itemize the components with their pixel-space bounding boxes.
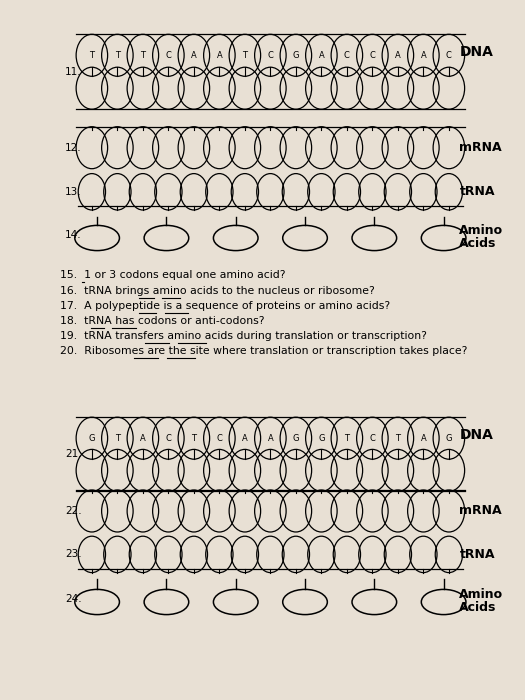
Text: C: C: [370, 434, 375, 442]
Text: 24.: 24.: [65, 594, 81, 603]
Text: Acids: Acids: [459, 601, 497, 614]
Text: G: G: [292, 434, 299, 442]
Text: 19.  tRNA transfers amino acids during translation or transcription?: 19. tRNA transfers amino acids during tr…: [60, 331, 427, 341]
Text: G: G: [292, 51, 299, 60]
Text: 17.  A polypeptide is a sequence of proteins or amino acids?: 17. A polypeptide is a sequence of prote…: [60, 301, 391, 311]
Text: G: G: [446, 434, 452, 442]
Text: A: A: [140, 434, 146, 442]
Text: 20.  Ribosomes are the site where translation or transcription takes place?: 20. Ribosomes are the site where transla…: [60, 346, 468, 356]
Text: C: C: [165, 51, 171, 60]
Text: A: A: [421, 434, 426, 442]
Text: mRNA: mRNA: [459, 505, 502, 517]
Text: C: C: [267, 51, 274, 60]
Text: tRNA: tRNA: [459, 186, 495, 198]
Text: 16.  tRNA brings amino acids to the nucleus or ribosome?: 16. tRNA brings amino acids to the nucle…: [60, 286, 375, 295]
Text: A: A: [319, 51, 324, 60]
Text: A: A: [395, 51, 401, 60]
Text: C: C: [165, 434, 171, 442]
Text: DNA: DNA: [459, 428, 494, 442]
Text: mRNA: mRNA: [459, 141, 502, 154]
Text: T: T: [140, 51, 145, 60]
Text: A: A: [421, 51, 426, 60]
Text: 22.: 22.: [65, 506, 81, 516]
Text: C: C: [216, 434, 222, 442]
Text: 23.: 23.: [65, 550, 81, 559]
Text: C: C: [344, 51, 350, 60]
Text: T: T: [115, 51, 120, 60]
Text: C: C: [446, 51, 452, 60]
Text: 18.  tRNA has codons or anti-codons?: 18. tRNA has codons or anti-codons?: [60, 316, 265, 326]
Text: C: C: [370, 51, 375, 60]
Text: T: T: [192, 434, 196, 442]
Text: T: T: [115, 434, 120, 442]
Text: T: T: [395, 434, 401, 442]
Text: 21.: 21.: [65, 449, 81, 459]
Text: Amino: Amino: [459, 225, 503, 237]
Text: 15.  1 or 3 codons equal one amino acid?: 15. 1 or 3 codons equal one amino acid?: [60, 270, 286, 280]
Text: G: G: [89, 434, 95, 442]
Text: G: G: [318, 434, 324, 442]
Text: A: A: [191, 51, 197, 60]
Text: 13.: 13.: [65, 187, 81, 197]
Text: A: A: [268, 434, 273, 442]
Text: Acids: Acids: [459, 237, 497, 250]
Text: 14.: 14.: [65, 230, 81, 239]
Text: tRNA: tRNA: [459, 548, 495, 561]
Text: T: T: [243, 51, 247, 60]
Text: A: A: [216, 51, 222, 60]
Text: Amino: Amino: [459, 589, 503, 601]
Text: 11.: 11.: [65, 66, 81, 77]
Text: A: A: [242, 434, 248, 442]
Text: 12.: 12.: [65, 143, 81, 153]
Text: T: T: [89, 51, 94, 60]
Text: DNA: DNA: [459, 45, 494, 59]
Text: T: T: [344, 434, 349, 442]
